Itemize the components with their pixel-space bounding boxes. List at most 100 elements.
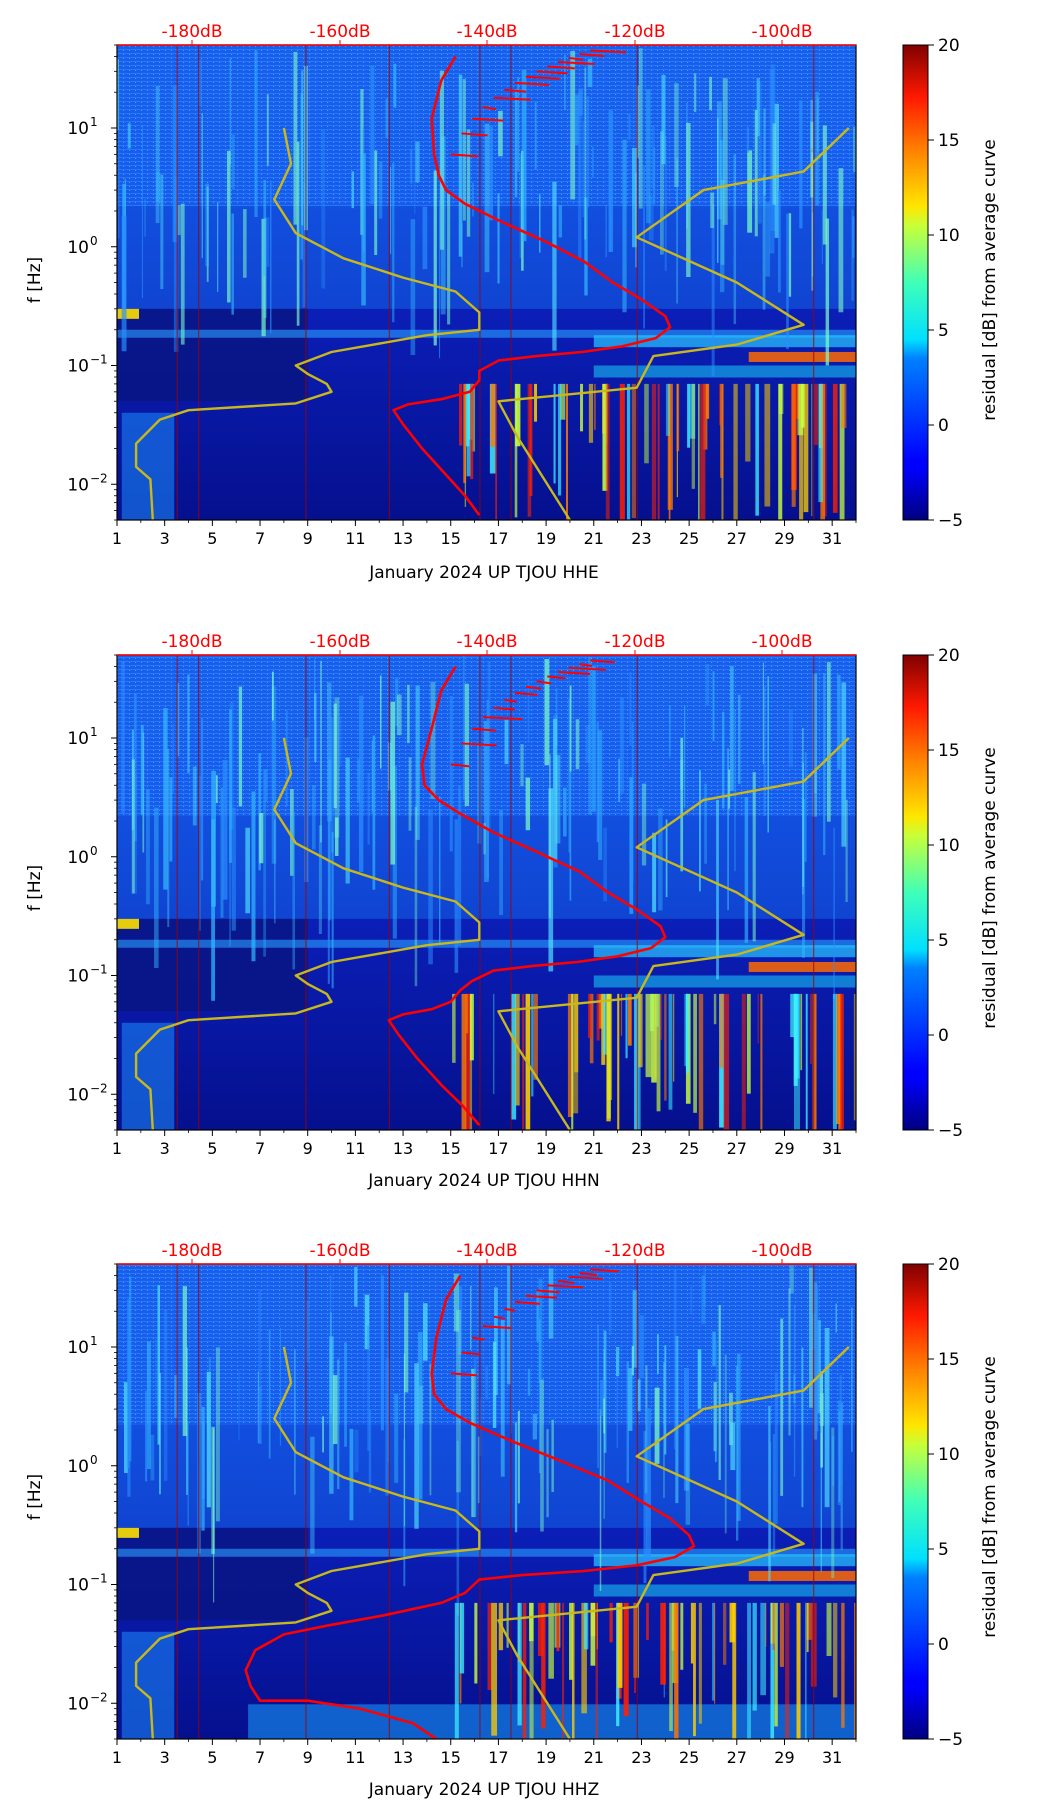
panel-2-colorbar-label: residual [dB] from average curve	[980, 747, 1000, 1028]
top-db-tick-label: -140dB	[456, 632, 517, 652]
top-db-tick-label: -100dB	[751, 632, 812, 652]
red-curve-spike	[482, 106, 496, 111]
top-db-tick-label: -140dB	[456, 1241, 517, 1261]
x-tick-label: 9	[303, 1139, 313, 1158]
y-tick-exponent: 0	[90, 234, 98, 248]
red-curve-spike	[493, 706, 515, 711]
colorbar	[902, 44, 929, 521]
red-curve-spike	[579, 1271, 597, 1276]
red-curve-spike	[515, 1300, 540, 1305]
colorbar-tick-label: 0	[938, 1635, 949, 1655]
y-tick-exponent: 1	[90, 1334, 98, 1348]
x-tick-label: 23	[631, 529, 651, 548]
red-curve-spike	[504, 88, 527, 93]
red-curve-spike	[557, 1279, 575, 1284]
top-db-tick-label: -120dB	[604, 22, 665, 42]
colorbar-tick-label: 15	[938, 741, 960, 761]
spectrogram-image	[117, 655, 856, 1130]
top-db-tick-label: -160dB	[309, 632, 370, 652]
red-curve-spike	[568, 1275, 603, 1280]
top-db-tick-label: -120dB	[604, 1241, 665, 1261]
colorbar-tick-label: 10	[938, 836, 960, 856]
x-tick-label: 1	[112, 529, 122, 548]
top-db-tick-label: -120dB	[604, 632, 665, 652]
x-tick-label: 31	[822, 529, 842, 548]
colorbar-tick-label: 20	[938, 36, 960, 56]
x-tick-label: 21	[584, 1139, 604, 1158]
panel-1-ylabel: f [Hz]	[25, 257, 45, 303]
top-db-tick-label: -160dB	[309, 1241, 370, 1261]
red-curve-spike	[472, 1336, 485, 1341]
x-tick-label: 3	[160, 529, 170, 548]
y-tick-exponent: 1	[90, 725, 98, 739]
red-curve-spike	[590, 1268, 619, 1273]
x-tick-label: 29	[774, 529, 794, 548]
x-tick-label: 31	[822, 1139, 842, 1158]
y-tick-exponent: −1	[90, 353, 108, 367]
series-line-1	[392, 55, 672, 516]
red-curve-spike	[515, 81, 550, 86]
x-tick-label: 31	[822, 1748, 842, 1767]
x-tick-label: 13	[393, 1139, 413, 1158]
x-tick-label: 23	[631, 1139, 651, 1158]
x-tick-label: 19	[536, 529, 556, 548]
x-tick-label: 29	[774, 1139, 794, 1158]
red-curve-spike	[525, 1294, 557, 1299]
y-tick-label: 10	[67, 1085, 89, 1105]
x-tick-label: 15	[441, 1748, 461, 1767]
x-tick-label: 15	[441, 1139, 461, 1158]
colorbar-tick-label: −5	[938, 1730, 963, 1750]
y-tick-label: 10	[67, 238, 89, 258]
series-line-1	[244, 1274, 696, 1739]
y-tick-label: 10	[67, 967, 89, 987]
red-curve-spike	[579, 663, 593, 667]
colorbar	[902, 654, 929, 1131]
x-tick-label: 25	[679, 1748, 699, 1767]
colorbar-tick-label: 5	[938, 931, 949, 951]
series-line-1	[387, 665, 667, 1126]
panel-2-labels: January 2024 UP TJOU HHN f [Hz] residual…	[25, 747, 1000, 1191]
colorbar-tick-label: 10	[938, 1445, 960, 1465]
red-curve-spike	[579, 52, 605, 57]
panel-1-xlabel: January 2024 UP TJOU HHE	[368, 563, 599, 583]
colorbar-tick-label: 10	[938, 226, 960, 246]
x-tick-label: 17	[488, 1139, 508, 1158]
panel-3-labels: January 2024 UP TJOU HHZ f [Hz] residual…	[25, 1356, 1000, 1800]
colorbar-tick-label: 0	[938, 416, 949, 436]
colorbar-tick-label: 15	[938, 1350, 960, 1370]
x-tick-label: 5	[207, 529, 217, 548]
red-curve-spike	[590, 49, 626, 54]
top-db-tick-label: -100dB	[751, 22, 812, 42]
series-line-2	[134, 127, 481, 520]
y-tick-label: 10	[67, 1457, 89, 1477]
top-db-tick-label: -180dB	[161, 1241, 222, 1261]
x-tick-label: 9	[303, 529, 313, 548]
x-tick-label: 21	[584, 1748, 604, 1767]
spectrogram-image	[117, 1264, 856, 1739]
x-tick-label: 27	[727, 529, 747, 548]
y-tick-exponent: 0	[90, 1453, 98, 1467]
x-tick-label: 5	[207, 1748, 217, 1767]
red-curve-spike	[536, 1289, 560, 1294]
red-curve-spike	[536, 70, 568, 75]
top-db-tick-label: -100dB	[751, 1241, 812, 1261]
x-tick-label: 11	[345, 1748, 365, 1767]
x-tick-label: 13	[393, 529, 413, 548]
top-db-tick-label: -160dB	[309, 22, 370, 42]
colorbar-tick-label: −5	[938, 511, 963, 531]
red-curve-spike	[557, 60, 595, 65]
red-curve-spike	[482, 1325, 511, 1330]
y-tick-label: 10	[67, 1694, 89, 1714]
panel-1-labels: January 2024 UP TJOU HHE f [Hz] residual…	[25, 139, 1000, 583]
y-tick-exponent: −2	[90, 1690, 108, 1704]
red-curve-spike	[525, 685, 542, 690]
series-line-3	[497, 737, 850, 1130]
x-tick-label: 3	[160, 1139, 170, 1158]
y-tick-label: 10	[67, 119, 89, 139]
red-curve-spike	[493, 1315, 506, 1320]
series-line-3	[497, 1346, 850, 1739]
x-tick-label: 7	[255, 1748, 265, 1767]
red-curve-spike	[450, 153, 478, 158]
